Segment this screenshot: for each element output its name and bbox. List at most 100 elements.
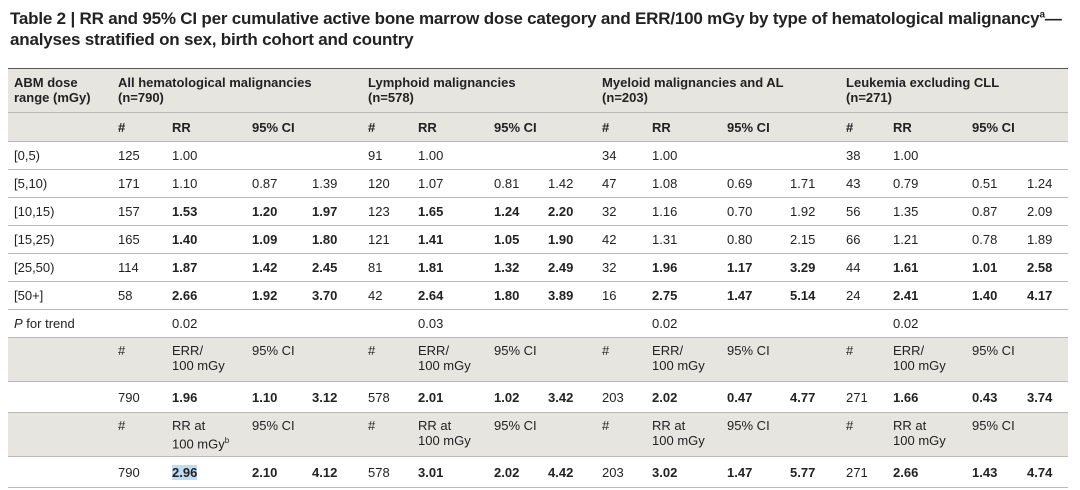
cell: 1.40	[166, 225, 246, 254]
cell: 578	[362, 456, 412, 488]
cell-value: 5.77	[790, 464, 816, 480]
cell: 1.08	[646, 169, 722, 198]
cell-value: 1.97	[312, 204, 338, 219]
cell: 0.70	[721, 197, 785, 226]
cell: 0.69	[721, 169, 785, 198]
cell-value: 790	[118, 389, 140, 405]
cell-value: 3.01	[418, 464, 444, 480]
cell-value: 1.31	[652, 232, 678, 247]
cell: 81	[362, 253, 412, 282]
cell	[542, 141, 597, 170]
cell	[488, 309, 542, 338]
column-header: #	[112, 112, 166, 142]
cell-value: 3.29	[790, 260, 816, 275]
cell	[721, 141, 785, 170]
cell-value: 1.43	[972, 464, 998, 480]
cell: 157	[112, 197, 166, 226]
cell: 1.47	[721, 281, 785, 310]
row-label	[8, 381, 112, 413]
cell: 1.00	[166, 141, 246, 170]
cell: 1.47	[721, 456, 785, 488]
cell: 43	[840, 169, 888, 198]
cell-value: 2.02	[652, 389, 678, 405]
cell: 2.66	[887, 456, 967, 488]
cell: 2.41	[887, 281, 967, 310]
cell-value: 0.47	[727, 389, 753, 405]
cell-value: 5.14	[790, 288, 816, 303]
rr-header-row: # RR at 100 mGyb 95% CI # RR at 100 mGy 95% C…	[8, 412, 1069, 457]
cell-value: 1.21	[893, 232, 919, 247]
column-header: 95% CI	[721, 112, 841, 142]
cell-value: 91	[368, 148, 383, 163]
cell-value: 3.70	[312, 288, 338, 303]
cell-value: 1.24	[494, 204, 520, 219]
cell	[246, 141, 306, 170]
cell: 4.77	[784, 381, 841, 413]
cell: 3.02	[646, 456, 722, 488]
cell-value: 44	[846, 260, 861, 275]
cell-value: 0.79	[893, 176, 919, 191]
cell	[721, 309, 785, 338]
cell-value: 1.47	[727, 288, 753, 303]
cell-value: 1.00	[172, 148, 198, 163]
cell	[966, 141, 1022, 170]
column-header: RR	[646, 112, 722, 142]
cell: 2.66	[166, 281, 246, 310]
cell-value: 1.71	[790, 176, 816, 191]
cell-value: 1.96	[172, 389, 198, 405]
column-header: #	[362, 412, 412, 457]
row-label: [5,10)	[8, 169, 112, 198]
data-row: 790 2.96 2.10 4.12 578 3.01 2.02 4.42 203 3.02 1.4…	[8, 456, 1069, 488]
group-count: (n=271)	[846, 90, 892, 105]
cell-value: 1.53	[172, 204, 198, 219]
cell: 2.02	[646, 381, 722, 413]
cell: 1.65	[412, 197, 488, 226]
cell-value: 1.10	[252, 389, 278, 405]
cell	[306, 141, 362, 170]
cell: 16	[596, 281, 647, 310]
cell-value: 0.69	[727, 176, 753, 191]
cell	[1021, 309, 1069, 338]
cell-value: 2.66	[893, 464, 919, 480]
cell: 0.02	[166, 309, 246, 338]
column-header: 95% CI	[966, 412, 1069, 457]
cell-value: 0.43	[972, 389, 998, 405]
cell: 1.96	[646, 253, 722, 282]
column-header: #	[362, 112, 412, 142]
cell: 56	[840, 197, 888, 226]
cell-value: 3.89	[548, 288, 574, 303]
cell-value: 1.05	[494, 232, 520, 247]
cell-value: 0.87	[972, 204, 998, 219]
cell-value: 1.96	[652, 260, 678, 275]
cell: 1.41	[412, 225, 488, 254]
cell	[488, 141, 542, 170]
cell-value: 1.00	[652, 148, 678, 163]
cell: 3.70	[306, 281, 362, 310]
column-header: #	[840, 112, 888, 142]
cell-value: 1.35	[893, 204, 919, 219]
cell: 1.42	[542, 169, 597, 198]
title-superscript: a	[1039, 9, 1045, 21]
cell: 1.24	[1021, 169, 1069, 198]
cell-value: 2.75	[652, 288, 678, 303]
cell-value: 790	[118, 464, 140, 480]
cell-value: 3.12	[312, 389, 338, 405]
cell-value: 1.41	[418, 232, 444, 247]
cell: 1.80	[488, 281, 542, 310]
cell: 42	[596, 225, 647, 254]
cell-value: 3.02	[652, 464, 678, 480]
cell: 1.87	[166, 253, 246, 282]
cell: 1.01	[966, 253, 1022, 282]
cell	[362, 309, 412, 338]
empty-cell	[8, 412, 112, 457]
cell-value: 3.42	[548, 389, 574, 405]
cell: 1.24	[488, 197, 542, 226]
column-header: RR	[166, 112, 246, 142]
cell: 271	[840, 381, 888, 413]
cell-value: 58	[118, 288, 133, 303]
corner-label: ABM dose range (mGy)	[8, 68, 112, 113]
cell: 1.31	[646, 225, 722, 254]
cell-value: 1.40	[172, 232, 198, 247]
cell: 0.87	[246, 169, 306, 198]
table-title: Table 2 | RR and 95% CI per cumulative a…	[10, 8, 1070, 50]
